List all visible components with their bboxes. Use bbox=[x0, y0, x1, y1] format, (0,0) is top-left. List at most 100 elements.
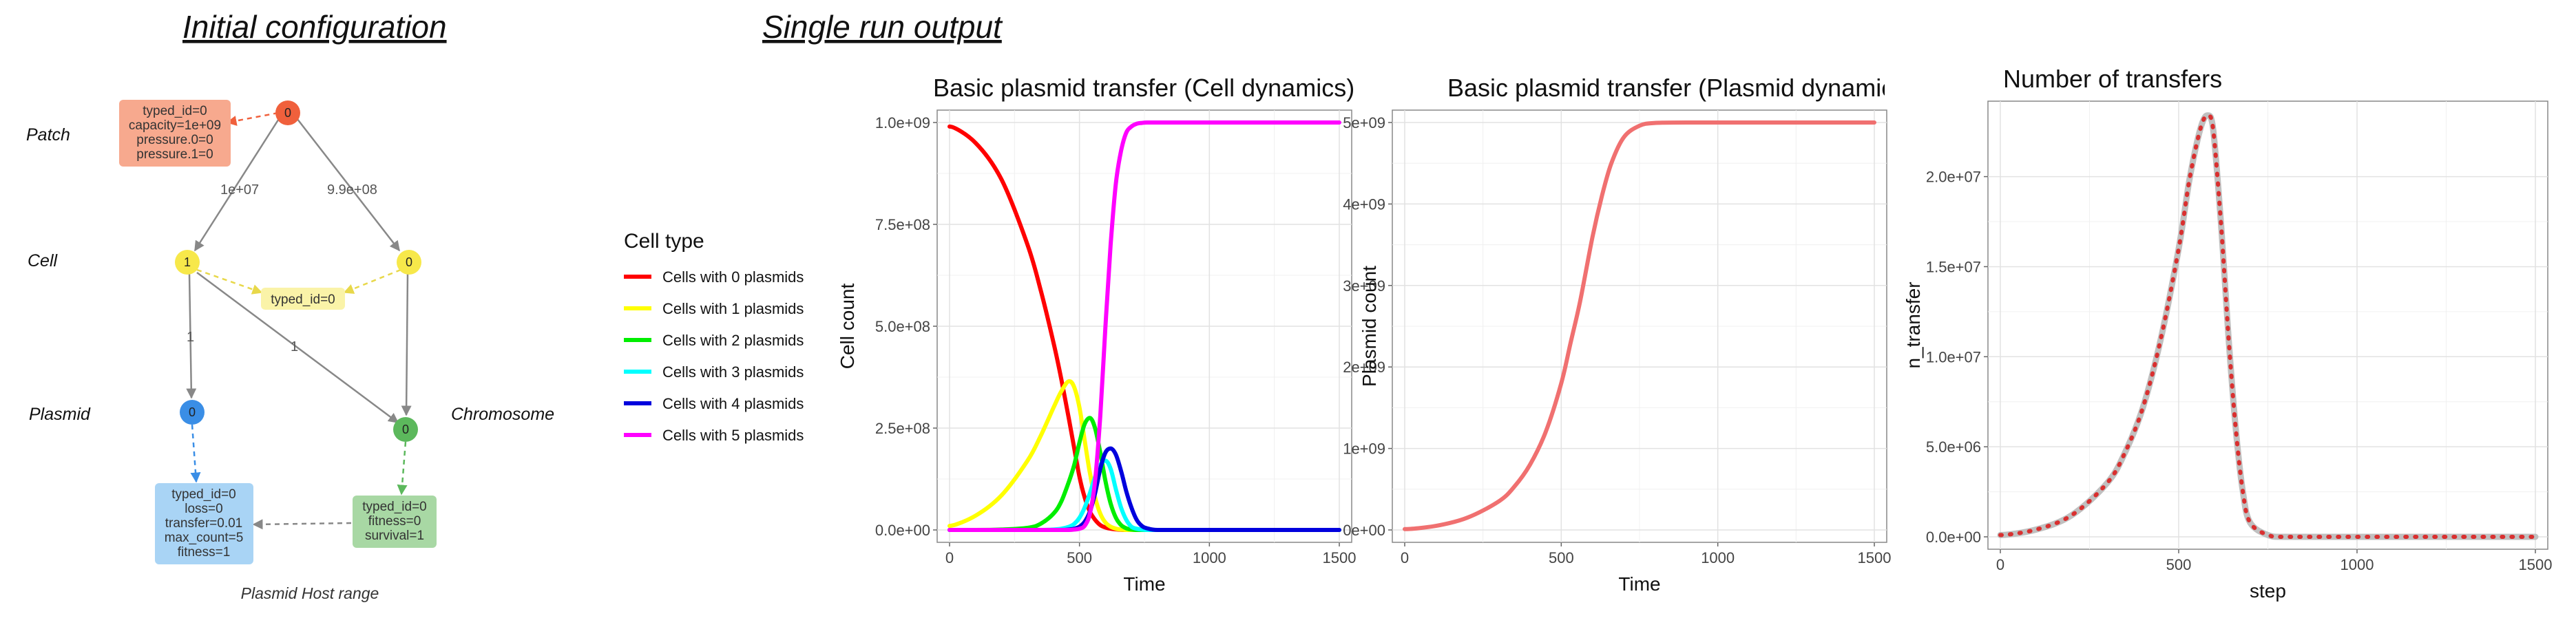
plasmid-attr-line: max_count=5 bbox=[165, 531, 244, 545]
legend-label: Cells with 4 plasmids bbox=[662, 395, 804, 412]
node-chromosome-label: 0 bbox=[402, 423, 409, 436]
legend-label: Cells with 3 plasmids bbox=[662, 363, 804, 381]
x-tick-label: 0 bbox=[1996, 556, 2004, 573]
transfers-chart: 0 500 1000 1500 0.0e+00 5.0e+06 1.0e+07 1.5e+07… bbox=[1903, 65, 2552, 602]
cell-attr-line: typed_id=0 bbox=[271, 293, 335, 307]
single-run-title: Single run output bbox=[762, 9, 1003, 45]
node-chromosome: 0 bbox=[393, 417, 418, 442]
y-tick-label: 2.5e+08 bbox=[875, 420, 930, 437]
patch-attr-line: typed_id=0 bbox=[143, 104, 207, 118]
node-cell-a: 1 bbox=[175, 250, 200, 275]
legend-title: Cell type bbox=[624, 230, 704, 253]
row-label-patch: Patch bbox=[26, 125, 70, 145]
chromosome-attributes-box: typed_id=0 fitness=0 survival=1 bbox=[353, 496, 437, 548]
edge-label-cell-a-plasmid: 1 bbox=[187, 330, 194, 345]
x-tick-label: 1500 bbox=[2519, 556, 2553, 573]
legend-label: Cells with 0 plasmids bbox=[662, 268, 804, 286]
node-cell-b: 0 bbox=[397, 250, 421, 275]
row-label-chromosome: Chromosome bbox=[451, 405, 554, 424]
x-tick-label: 500 bbox=[1067, 549, 1092, 566]
edge-cell-a-plasmid bbox=[186, 273, 197, 399]
cell-dynamics-chart: 0 500 1000 1500 0.0e+00 2.5e+08 5.0e+08 7.5e+08… bbox=[837, 74, 1356, 595]
y-axis-title: Plasmid count bbox=[1359, 266, 1380, 387]
edge-label-cell-a-chromosome: 1 bbox=[291, 339, 298, 354]
patch-attributes-box: typed_id=0 capacity=1e+09 pressure.0=0 p… bbox=[119, 100, 231, 167]
chart-title: Basic plasmid transfer (Cell dynamics) bbox=[933, 74, 1354, 102]
edge-plasmid-attrs bbox=[190, 424, 201, 483]
x-tick-label: 500 bbox=[1549, 549, 1574, 566]
edge-patch-cell-a bbox=[193, 115, 282, 252]
patch-attr-line: capacity=1e+09 bbox=[129, 118, 221, 133]
patch-attr-line: pressure.0=0 bbox=[136, 133, 213, 147]
x-tick-label: 1500 bbox=[1323, 549, 1357, 566]
y-axis-title: n_transfer bbox=[1903, 281, 1924, 368]
y-tick-label: 2.0e+07 bbox=[1926, 169, 1981, 186]
plasmid-attr-line: transfer=0.01 bbox=[165, 516, 243, 531]
patch-attr-line: pressure.1=0 bbox=[136, 147, 213, 162]
edge-cell-b-chromosome bbox=[401, 273, 412, 416]
edge-label-patch-cell-b: 9.9e+08 bbox=[327, 182, 377, 198]
chart-title: Number of transfers bbox=[2003, 65, 2222, 93]
x-axis-title: Time bbox=[1618, 573, 1660, 595]
node-cell-b-label: 0 bbox=[406, 255, 412, 269]
chromosome-attr-line: fitness=0 bbox=[368, 514, 421, 529]
plasmid-attr-line: loss=0 bbox=[185, 502, 222, 516]
x-tick-label: 1000 bbox=[1701, 549, 1735, 566]
series-line bbox=[1403, 120, 1876, 531]
y-tick-label: 1.5e+07 bbox=[1926, 258, 1981, 275]
y-axis-title: Cell count bbox=[837, 284, 858, 370]
y-tick-label: 5.0e+08 bbox=[875, 318, 930, 335]
legend-label: Cells with 1 plasmids bbox=[662, 300, 804, 317]
y-tick-label: 0.0e+00 bbox=[1926, 529, 1981, 546]
edge-chromosome-attrs bbox=[397, 441, 408, 496]
edge-cell-a-chromosome bbox=[196, 271, 399, 424]
row-label-plasmid: Plasmid bbox=[29, 405, 91, 424]
cell-attributes-box: typed_id=0 bbox=[261, 288, 345, 310]
x-tick-label: 1000 bbox=[1193, 549, 1226, 566]
edge-chromosome-plasmid-box bbox=[252, 519, 352, 530]
edge-patch-cell-b bbox=[294, 115, 400, 252]
x-axis-title: Time bbox=[1123, 573, 1165, 595]
y-tick-label: 3e+09 bbox=[1343, 277, 1385, 295]
edge-patch-attrs bbox=[226, 111, 279, 126]
legend-label: Cells with 5 plasmids bbox=[662, 427, 804, 444]
plasmid-attr-line: fitness=1 bbox=[178, 545, 231, 560]
x-tick-label: 500 bbox=[2166, 556, 2192, 573]
x-axis-title: step bbox=[2250, 580, 2286, 602]
x-tick-label: 0 bbox=[1401, 549, 1409, 566]
node-patch-label: 0 bbox=[284, 106, 291, 120]
y-tick-label: 5.0e+06 bbox=[1926, 438, 1981, 456]
node-cell-a-label: 1 bbox=[184, 255, 191, 269]
series-line bbox=[947, 120, 1341, 532]
plasmid-attr-line: typed_id=0 bbox=[171, 487, 236, 502]
edge-cell-b-attrs bbox=[343, 268, 401, 294]
edge-cell-a-attrs bbox=[196, 268, 263, 295]
row-label-cell: Cell bbox=[28, 251, 59, 270]
y-tick-label: 5e+09 bbox=[1343, 114, 1385, 131]
x-tick-label: 1000 bbox=[2341, 556, 2374, 573]
edge-label-patch-cell-a: 1e+07 bbox=[220, 182, 259, 198]
initial-config-title: Initial configuration bbox=[182, 9, 447, 45]
chromosome-attr-line: survival=1 bbox=[365, 529, 424, 543]
series-line bbox=[1998, 113, 2537, 539]
legend: Cell type Cells with 0 plasmids Cells wit… bbox=[624, 230, 804, 444]
diagram: Patch Cell Plasmid Chromosome 1e+07 9.9e… bbox=[26, 100, 554, 602]
node-plasmid: 0 bbox=[180, 400, 205, 425]
y-tick-label: 1.0e+07 bbox=[1926, 348, 1981, 365]
y-tick-label: 0e+00 bbox=[1343, 522, 1385, 539]
y-tick-label: 1e+09 bbox=[1343, 440, 1385, 458]
legend-label: Cells with 2 plasmids bbox=[662, 332, 804, 349]
node-patch: 0 bbox=[275, 100, 300, 125]
y-tick-label: 2e+09 bbox=[1343, 359, 1385, 376]
x-tick-label: 1500 bbox=[1858, 549, 1892, 566]
diagram-caption: Plasmid Host range bbox=[241, 584, 379, 602]
chart-title: Basic plasmid transfer (Plasmid dynamics… bbox=[1447, 74, 1914, 102]
node-plasmid-label: 0 bbox=[189, 405, 196, 419]
x-tick-label: 0 bbox=[945, 549, 954, 566]
y-tick-label: 0.0e+00 bbox=[875, 522, 930, 539]
plasmid-dynamics-chart: 0 500 1000 1500 0e+00 1e+09 2e+09 3e+09 4e+09 5e+… bbox=[1343, 74, 1914, 595]
y-tick-label: 7.5e+08 bbox=[875, 216, 930, 233]
chromosome-attr-line: typed_id=0 bbox=[362, 500, 427, 514]
y-tick-label: 1.0e+09 bbox=[875, 114, 930, 131]
